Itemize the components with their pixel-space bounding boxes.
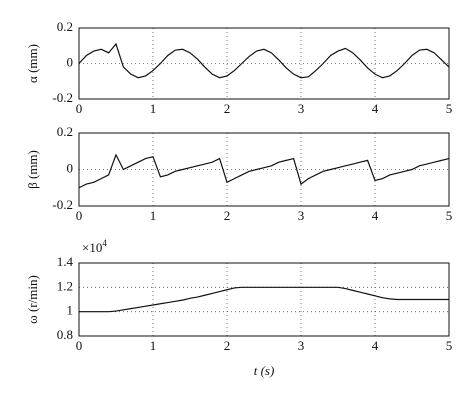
y-tick-label: 0.2	[57, 19, 73, 34]
y-tick-label: 1.4	[57, 254, 74, 269]
x-tick-label: 5	[446, 208, 453, 223]
y-tick-label: 1.2	[57, 278, 73, 293]
x-tick-label: 0	[76, 338, 83, 353]
y-tick-label: -0.2	[52, 197, 73, 212]
x-tick-label: 3	[298, 208, 305, 223]
x-tick-label: 3	[298, 338, 305, 353]
y-tick-label: -0.2	[52, 90, 73, 105]
y-axis-label: α (mm)	[25, 44, 40, 83]
x-tick-label: 0	[76, 208, 83, 223]
x-tick-label: 2	[224, 338, 231, 353]
x-tick-label: 5	[446, 101, 453, 116]
data-line	[78, 42, 450, 79]
x-tick-label: 2	[224, 208, 231, 223]
x-tick-label: 1	[150, 208, 157, 223]
y-multiplier: ×104	[82, 238, 107, 255]
y-tick-label: 0	[67, 160, 74, 175]
x-tick-label: 1	[150, 101, 157, 116]
y-tick-label: 0.8	[57, 327, 73, 342]
y-tick-label: 1	[67, 303, 74, 318]
data-line	[78, 153, 450, 189]
x-axis-label: t (s)	[254, 363, 275, 378]
y-tick-label: 0	[67, 54, 74, 69]
x-tick-label: 4	[372, 208, 379, 223]
x-tick-label: 0	[76, 101, 83, 116]
multiplier-exponent: 4	[102, 238, 107, 248]
data-line	[79, 286, 449, 313]
x-tick-label: 5	[446, 338, 453, 353]
y-axis-label: β (mm)	[25, 150, 40, 189]
x-tick-label: 4	[372, 338, 379, 353]
y-tick-label: 0.2	[57, 124, 73, 139]
multiplier-base: ×10	[82, 240, 102, 255]
plot-frame	[78, 132, 450, 207]
y-axis-label: ω (r/min)	[25, 275, 40, 324]
x-tick-label: 2	[224, 101, 231, 116]
x-tick-label: 3	[298, 101, 305, 116]
x-tick-label: 4	[372, 101, 379, 116]
x-tick-label: 1	[150, 338, 157, 353]
